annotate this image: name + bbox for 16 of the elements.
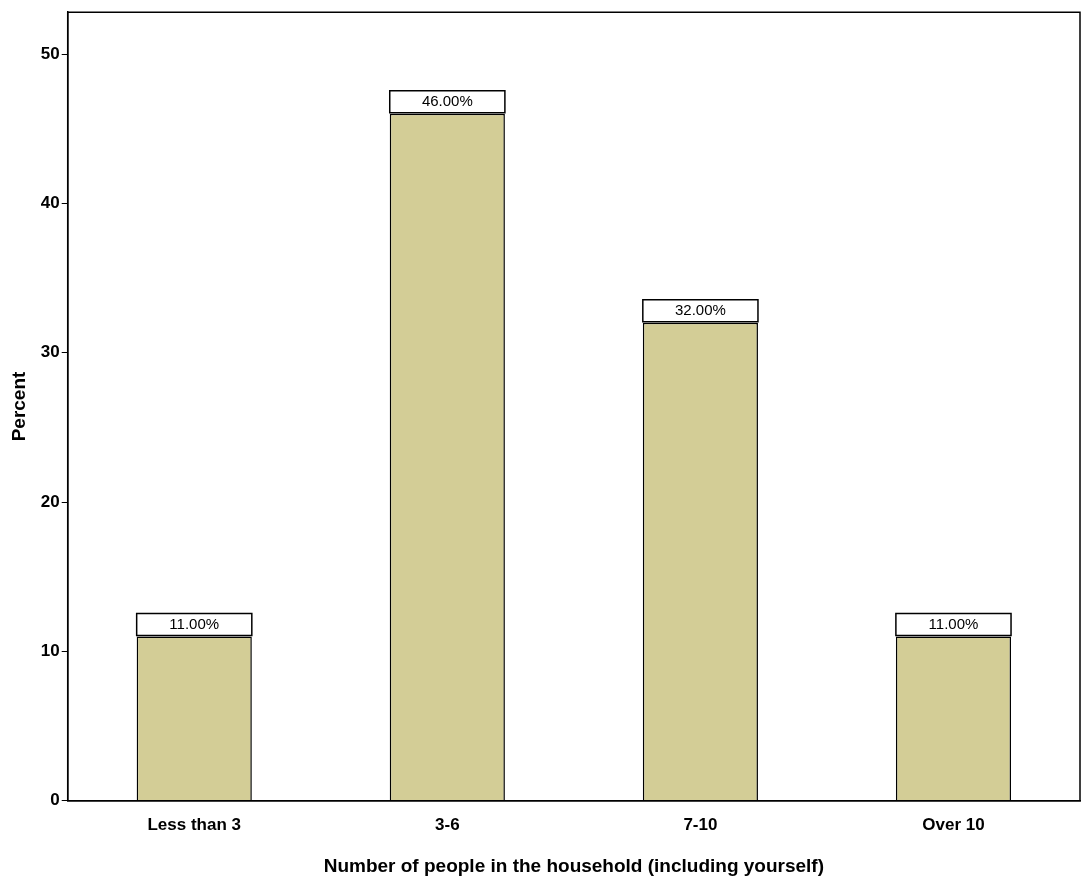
data-label: 11.00% [928,614,979,632]
y-axis-title: Percent [7,370,29,442]
y-tick-label: 30 [40,342,60,362]
x-tick-label: 3-6 [435,814,460,834]
y-tick-label: 50 [40,43,60,63]
x-tick-label: Over 10 [922,814,985,834]
data-label: 11.00% [169,614,220,632]
data-label: 32.00% [674,301,726,318]
y-tick-label: 0 [50,790,60,810]
x-axis-title: Number of people in the household (including yourself) [323,854,825,876]
x-tick-label: 7-10 [683,814,718,834]
y-tick-label: 20 [40,491,60,511]
y-tick-label: 10 [40,641,60,661]
x-tick-label: Less than 3 [147,814,242,834]
y-tick-label: 40 [40,193,60,213]
data-label: 46.00% [421,91,473,109]
